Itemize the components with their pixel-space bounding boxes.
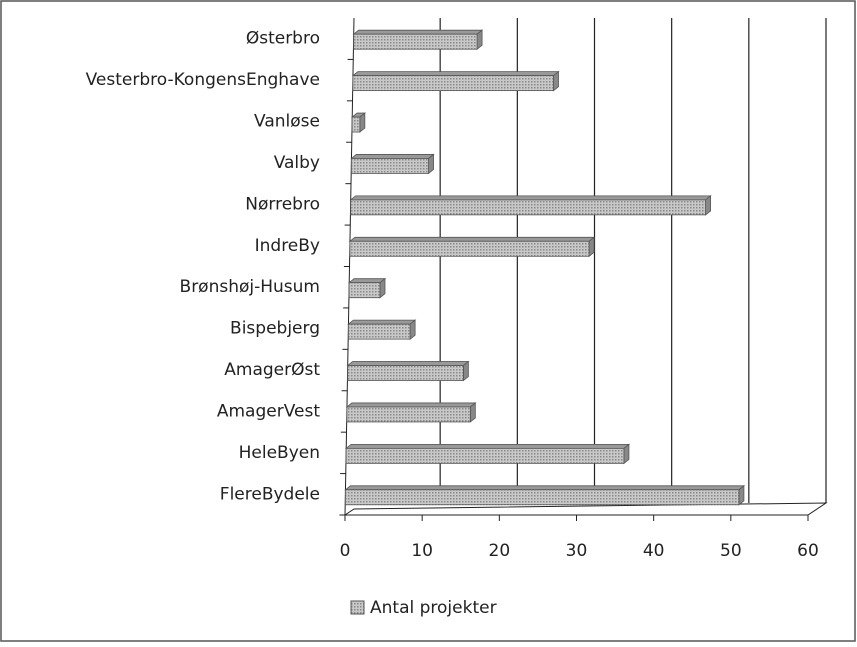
legend-label: Antal projekter: [370, 598, 497, 618]
bar-top: [347, 319, 417, 325]
y-tick-label: Vesterbro-KongensEnghave: [86, 70, 320, 90]
bar: [353, 33, 478, 50]
bar: [350, 158, 429, 174]
bar-top: [351, 71, 560, 77]
y-tick-label: Nørrebro: [245, 194, 320, 214]
bar: [349, 240, 590, 257]
bar-top: [349, 195, 712, 201]
bar: [347, 365, 464, 381]
y-tick-label: Valby: [274, 153, 320, 173]
bar-top: [345, 402, 477, 408]
bar-top: [347, 278, 387, 284]
bar-top: [348, 236, 596, 242]
bar-top: [344, 443, 631, 449]
bar: [352, 75, 554, 92]
bar: [351, 116, 361, 133]
x-tick-label: 10: [411, 541, 433, 561]
bar: [348, 282, 381, 299]
bar-top: [352, 29, 484, 35]
bar-top: [346, 361, 470, 366]
bar: [350, 199, 706, 216]
y-tick-label: HeleByen: [239, 443, 320, 463]
x-tick-label: 40: [643, 541, 665, 561]
x-tick-label: 0: [340, 541, 351, 561]
x-tick-label: 50: [720, 541, 742, 561]
y-tick-label: AmagerØst: [224, 360, 320, 380]
x-tick-label: 30: [566, 541, 588, 561]
bar-top: [350, 154, 435, 159]
x-tick-label: 20: [489, 541, 511, 561]
x-tick-label: 60: [797, 541, 819, 561]
bar-top: [344, 485, 746, 491]
bar: [347, 323, 411, 340]
bar: [346, 406, 471, 423]
y-tick-label: IndreBy: [255, 236, 320, 256]
bar: [344, 489, 740, 506]
y-tick-label: FlereBydele: [220, 484, 320, 504]
legend-swatch: [350, 600, 365, 615]
y-tick-label: Østerbro: [246, 29, 320, 49]
y-tick-label: AmagerVest: [217, 401, 320, 421]
bar: [345, 447, 625, 464]
y-tick-label: Bispebjerg: [230, 319, 320, 339]
y-tick-label: Vanløse: [254, 112, 320, 132]
y-tick-label: Brønshøj-Husum: [180, 277, 320, 297]
